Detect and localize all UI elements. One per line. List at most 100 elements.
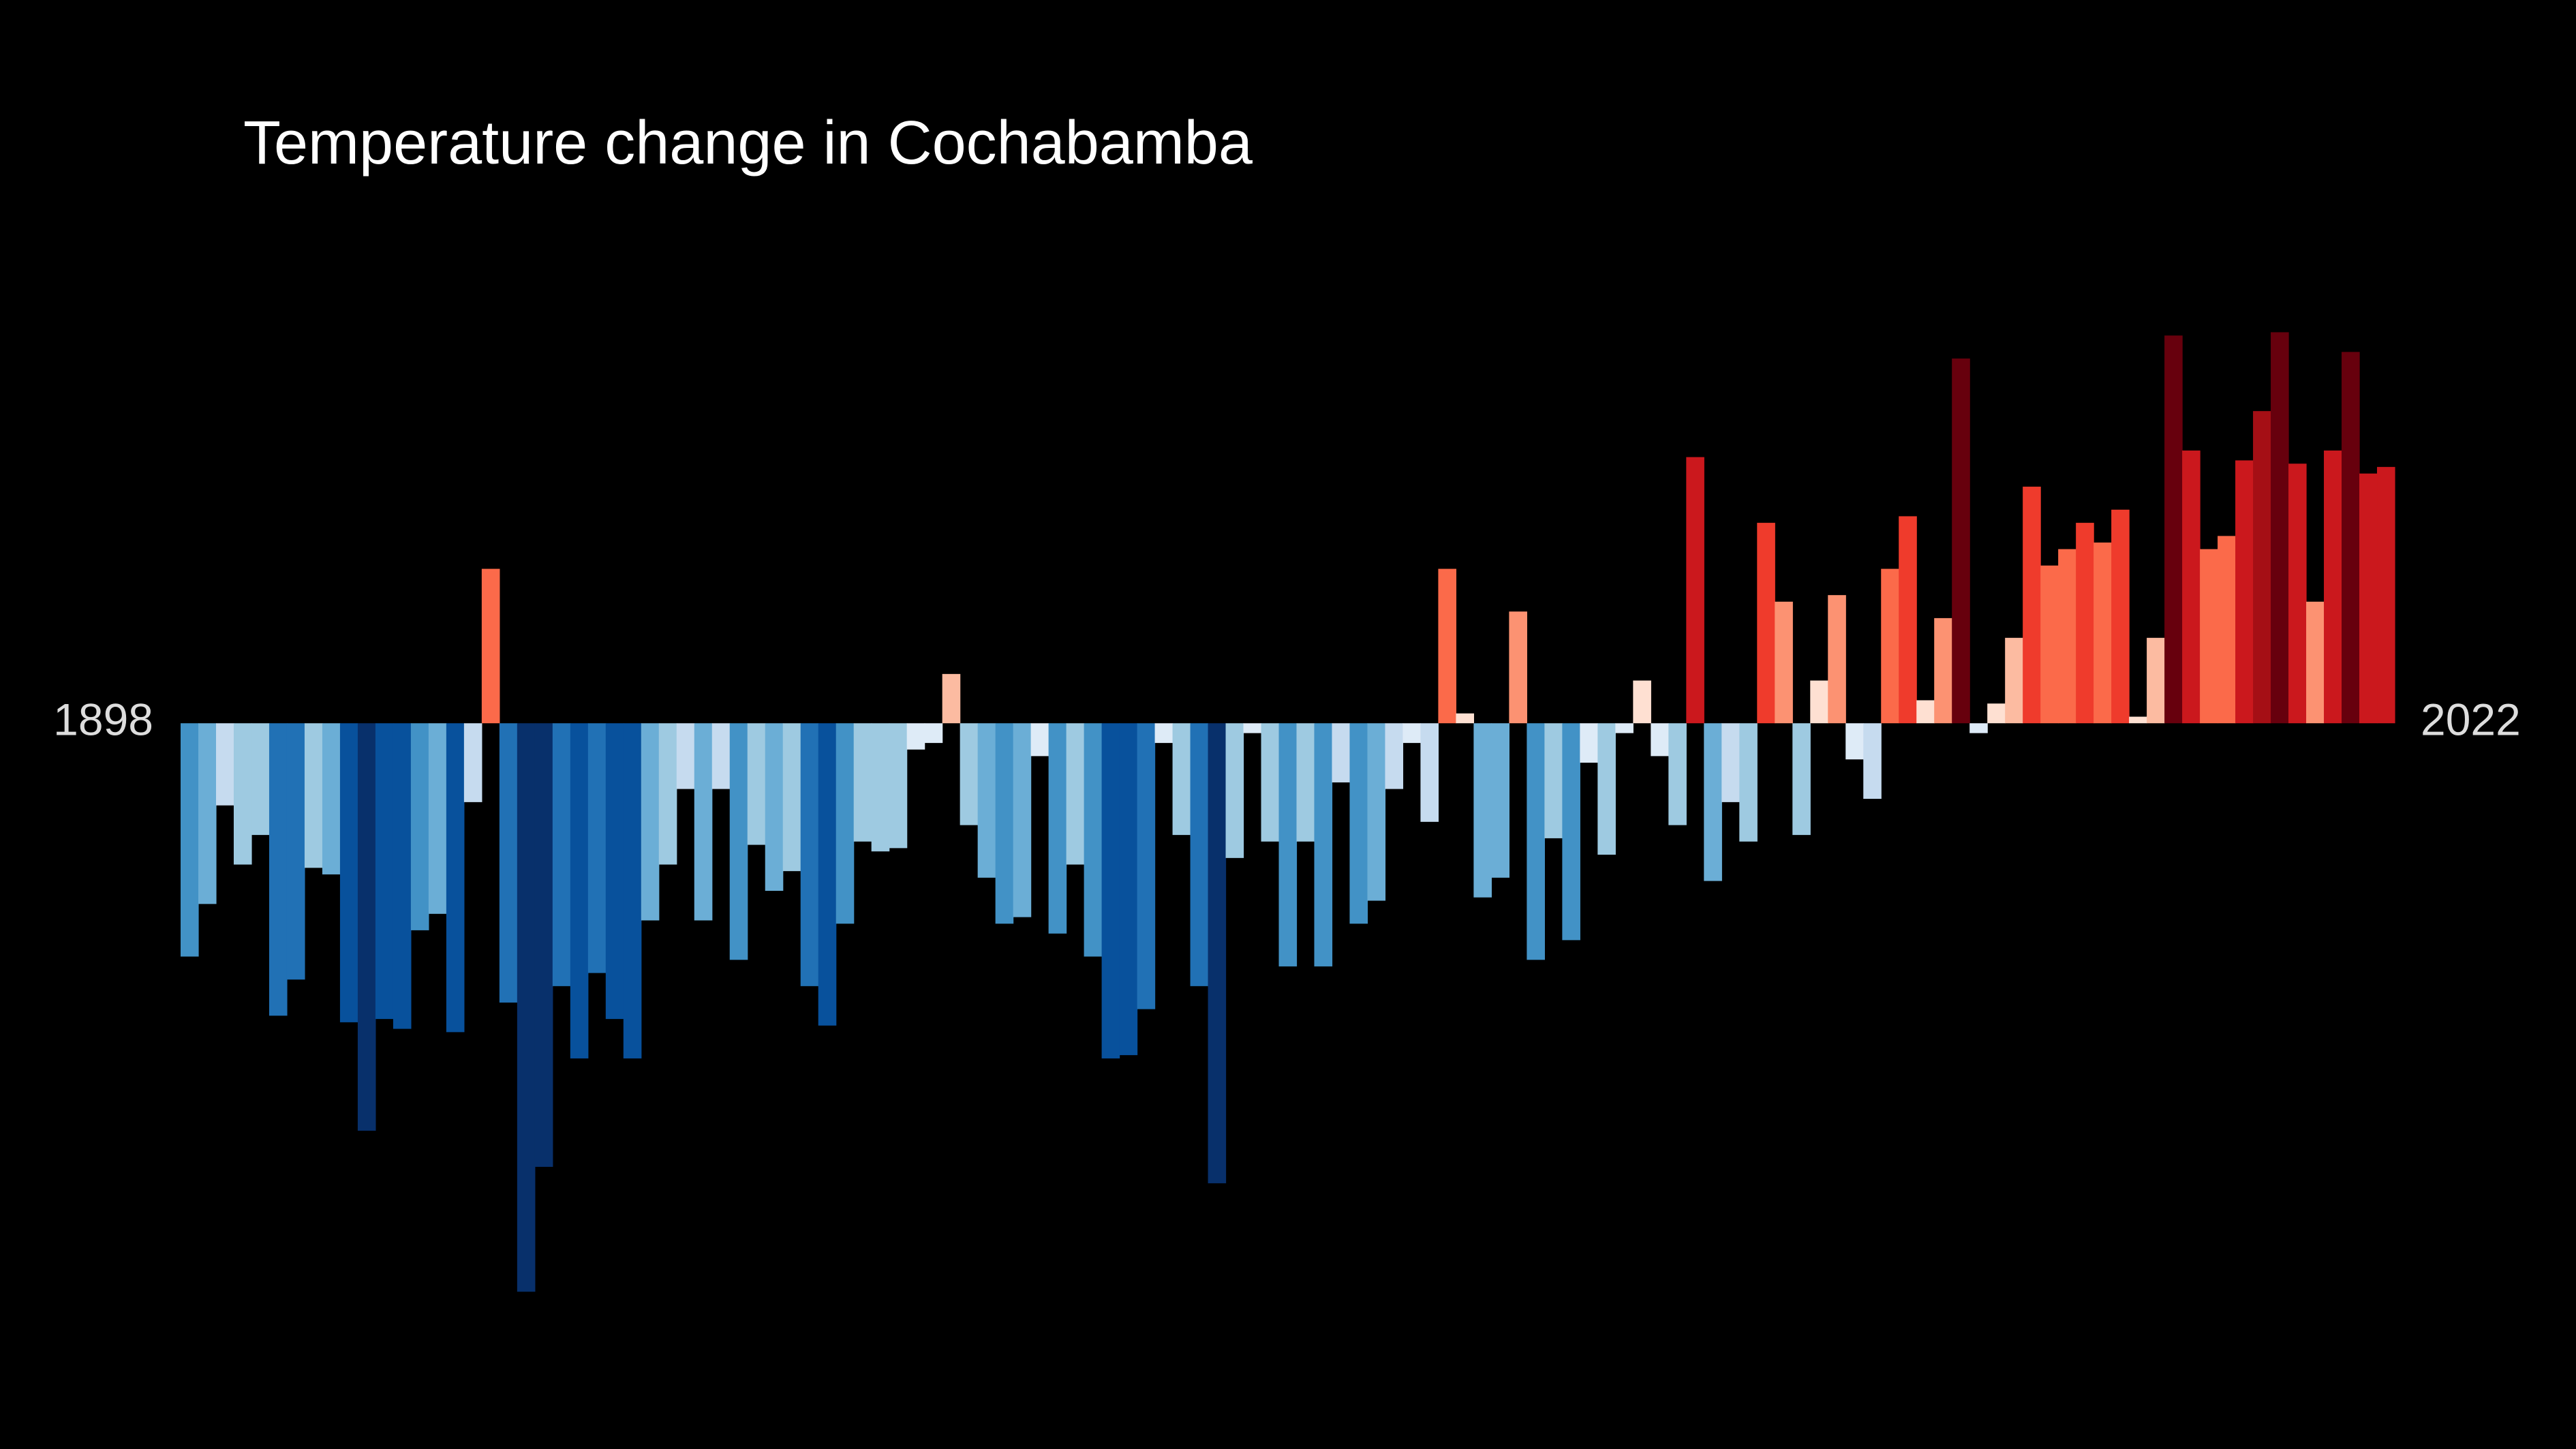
bar	[2324, 451, 2342, 724]
bar	[1792, 723, 1811, 836]
bar	[1597, 723, 1616, 855]
bar	[2200, 549, 2218, 724]
bar	[1048, 723, 1067, 934]
bar	[357, 723, 376, 1131]
bar	[1721, 723, 1740, 802]
bar	[1527, 723, 1545, 960]
bar	[782, 723, 801, 872]
bar	[1473, 723, 1492, 898]
bar	[181, 723, 199, 957]
bar	[729, 723, 748, 960]
bar	[1686, 457, 1704, 724]
bar	[1119, 723, 1138, 1056]
bar	[676, 723, 695, 789]
bar	[835, 723, 855, 924]
bar	[2094, 543, 2112, 724]
bar	[1580, 723, 1598, 763]
bar	[2235, 460, 2254, 724]
bar	[1934, 617, 1952, 724]
bar	[2359, 473, 2378, 724]
bar	[1066, 723, 1085, 865]
year-label: 2022	[2421, 695, 2521, 745]
bar	[1739, 723, 1758, 842]
bar	[499, 723, 518, 1003]
bar	[2377, 467, 2395, 724]
bar	[1775, 601, 1793, 724]
bar	[1190, 723, 1209, 986]
bar	[481, 568, 500, 724]
bar	[251, 723, 270, 836]
bar	[1899, 516, 1917, 724]
bar	[818, 723, 837, 1026]
bar	[1509, 611, 1527, 724]
bar	[942, 673, 961, 724]
bar	[1084, 723, 1103, 957]
bar	[2288, 463, 2307, 724]
bar	[623, 723, 642, 1058]
bar	[1916, 700, 1935, 724]
bar	[1863, 723, 1882, 799]
bar	[286, 723, 305, 980]
bar	[1969, 723, 1988, 733]
bar	[2005, 637, 2023, 724]
bar	[694, 723, 713, 921]
bar	[1668, 723, 1687, 825]
bar	[1137, 723, 1156, 1009]
bar	[1101, 723, 1120, 1058]
bar	[1314, 723, 1333, 966]
bar	[765, 723, 784, 891]
bar	[393, 723, 412, 1029]
bar	[711, 723, 731, 789]
bar	[1615, 723, 1634, 733]
bar	[1278, 723, 1298, 966]
bar	[1881, 568, 1899, 724]
bar	[1491, 723, 1509, 878]
bar	[269, 723, 288, 1016]
bar	[747, 723, 766, 845]
bar	[2076, 523, 2094, 724]
bar	[215, 723, 234, 806]
bar	[552, 723, 571, 986]
bar	[339, 723, 358, 1022]
bar	[641, 723, 660, 921]
bar	[1828, 595, 1846, 724]
bar	[800, 723, 819, 986]
bar	[605, 723, 624, 1020]
bar	[906, 723, 925, 750]
bar	[517, 723, 536, 1292]
bar	[2023, 487, 2041, 724]
bar	[1367, 723, 1386, 901]
bar	[1013, 723, 1032, 917]
bar	[871, 723, 890, 852]
bar	[1704, 723, 1722, 881]
bar	[1987, 703, 2006, 724]
bar	[587, 723, 607, 973]
bar	[304, 723, 323, 868]
bar	[1562, 723, 1580, 941]
bar	[428, 723, 447, 914]
bar	[658, 723, 677, 865]
bar	[977, 723, 996, 878]
bar	[1349, 723, 1368, 924]
bar	[1633, 680, 1651, 724]
bar	[2182, 451, 2201, 724]
bar	[1154, 723, 1174, 744]
bar	[2040, 565, 2059, 724]
bar	[2271, 332, 2289, 724]
bar	[233, 723, 252, 865]
bar	[1544, 723, 1563, 838]
bar	[924, 723, 943, 744]
bar	[322, 723, 341, 874]
bar	[1438, 568, 1457, 724]
bar	[2111, 509, 2130, 724]
bar	[2218, 536, 2236, 724]
bar	[995, 723, 1014, 924]
bar	[1845, 723, 1864, 760]
bar	[1952, 359, 1970, 724]
bar	[2147, 637, 2165, 724]
bar	[1332, 723, 1351, 782]
bar	[2306, 601, 2325, 724]
bar	[853, 723, 872, 842]
bar	[889, 723, 908, 849]
